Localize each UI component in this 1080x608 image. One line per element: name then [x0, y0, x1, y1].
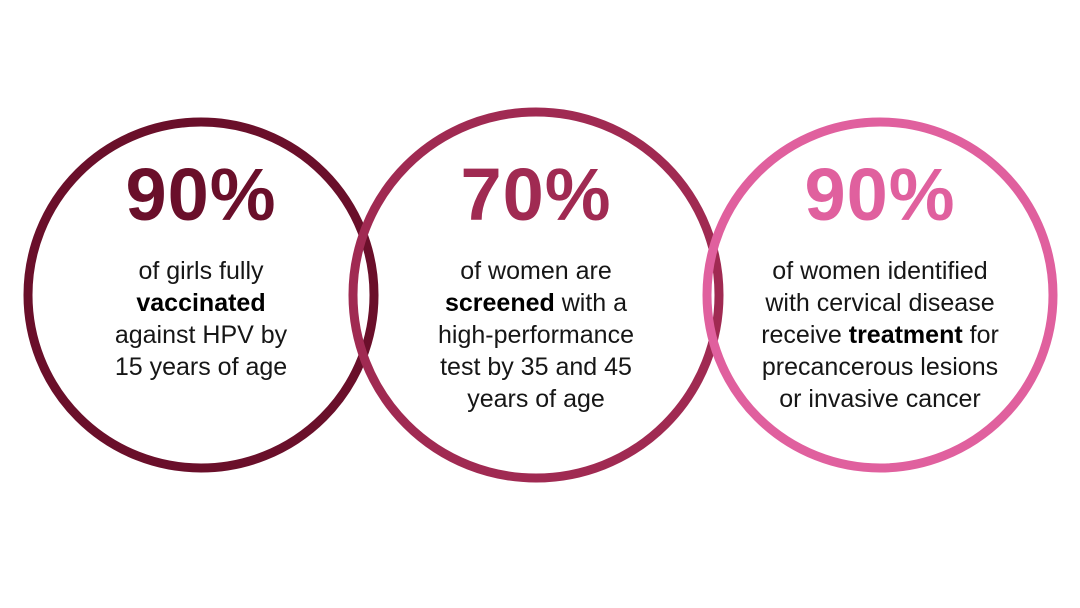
target-2-description-line: high-performance	[438, 321, 634, 349]
target-1-ring	[23, 117, 379, 473]
target-1-description-line: against HPV by	[114, 321, 288, 349]
target-3-description: of women identified with cervical diseas…	[730, 255, 1030, 415]
target-1-description-line: vaccinated	[51, 287, 351, 319]
keyword-vaccinated: vaccinated	[136, 289, 266, 317]
target-3-description-line: receive treatment for	[761, 321, 999, 349]
target-2: 70% of women are screened with a high-pe…	[386, 155, 686, 425]
target-3: 90% of women identified with cervical di…	[730, 155, 1030, 425]
target-3-description-line: or invasive cancer	[779, 385, 981, 413]
target-3-description-line: precancerous lesions	[761, 353, 999, 381]
keyword-screened: screened	[444, 289, 555, 317]
keyword-treatment: treatment	[848, 321, 963, 349]
target-3-ring	[702, 117, 1058, 473]
target-2-description-line: screened with a	[444, 289, 628, 317]
target-2-percentage: 70%	[460, 153, 612, 236]
target-3-percentage: 90%	[804, 153, 956, 236]
target-1-description-line: of girls fully	[138, 257, 264, 285]
target-2-ring	[348, 107, 724, 483]
target-1: 90% of girls fully vaccinated against HP…	[51, 155, 351, 395]
target-1-percentage: 90%	[125, 153, 277, 236]
target-1-description: of girls fully vaccinated against HPV by…	[51, 255, 351, 383]
target-2-description-line: years of age	[467, 385, 605, 413]
target-2-description-line: of women are	[460, 257, 612, 285]
target-2-description-line: test by 35 and 45	[440, 353, 632, 381]
target-2-description: of women are screened with a high-perfor…	[386, 255, 686, 415]
target-3-description-line: of women identified	[772, 257, 988, 285]
target-1-description-line: 15 years of age	[114, 353, 288, 381]
target-3-description-line: with cervical disease	[765, 289, 995, 317]
